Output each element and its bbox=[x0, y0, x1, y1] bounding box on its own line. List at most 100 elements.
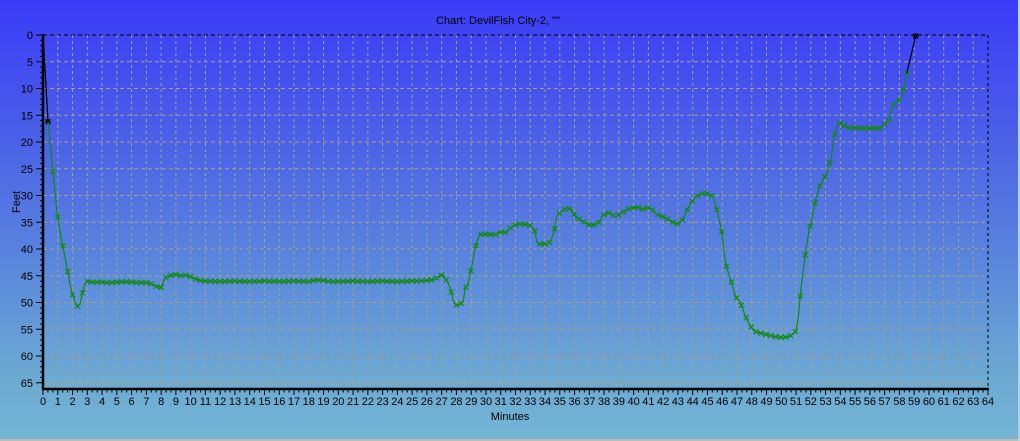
x-tick-label: 28 bbox=[450, 396, 462, 408]
sample-marker bbox=[620, 208, 627, 215]
x-tick-label: 22 bbox=[362, 396, 374, 408]
sample-marker bbox=[861, 125, 868, 132]
sample-marker bbox=[69, 291, 76, 298]
sample-marker bbox=[182, 272, 189, 279]
sample-marker bbox=[325, 278, 332, 285]
sample-marker bbox=[177, 272, 184, 279]
x-tick-label: 58 bbox=[893, 396, 905, 408]
sample-marker bbox=[394, 278, 401, 285]
x-tick-label: 26 bbox=[421, 396, 433, 408]
x-tick-label: 7 bbox=[143, 396, 149, 408]
sample-marker bbox=[340, 278, 346, 285]
sample-marker bbox=[546, 239, 553, 246]
x-tick-label: 0 bbox=[40, 396, 46, 408]
sample-marker bbox=[404, 278, 410, 285]
sample-marker bbox=[118, 278, 125, 285]
x-tick-label: 44 bbox=[687, 396, 699, 408]
sample-marker bbox=[271, 278, 278, 285]
x-tick-label: 39 bbox=[613, 396, 625, 408]
sample-marker bbox=[138, 279, 145, 286]
sample-marker bbox=[472, 242, 479, 249]
x-tick-label: 64 bbox=[982, 396, 994, 408]
y-tick-label: 15 bbox=[21, 110, 33, 122]
x-tick-label: 46 bbox=[716, 396, 728, 408]
window-bottom-edge bbox=[0, 439, 1020, 441]
sample-marker bbox=[807, 223, 814, 230]
x-tick-label: 18 bbox=[303, 396, 315, 408]
depth-profile-line bbox=[47, 72, 908, 338]
sample-marker bbox=[143, 279, 150, 286]
x-tick-label: 59 bbox=[908, 396, 920, 408]
sample-marker bbox=[384, 278, 391, 285]
sample-marker bbox=[281, 278, 287, 285]
x-tick-label: 51 bbox=[790, 396, 802, 408]
sample-marker bbox=[689, 198, 696, 205]
sample-marker bbox=[590, 221, 597, 228]
sample-marker bbox=[413, 278, 420, 284]
x-tick-label: 23 bbox=[376, 396, 388, 408]
sample-marker bbox=[202, 278, 209, 285]
sample-marker bbox=[330, 278, 337, 285]
x-tick-label: 41 bbox=[642, 396, 654, 408]
sample-marker bbox=[728, 279, 735, 286]
x-tick-label: 6 bbox=[129, 396, 135, 408]
sample-marker bbox=[512, 222, 519, 229]
sample-marker bbox=[713, 206, 720, 213]
sample-marker bbox=[79, 289, 86, 296]
sample-marker bbox=[684, 206, 691, 213]
sample-marker bbox=[349, 278, 356, 285]
sample-marker bbox=[492, 231, 499, 238]
sample-marker bbox=[123, 278, 130, 285]
window-right-edge bbox=[1018, 0, 1020, 441]
x-tick-label: 34 bbox=[539, 396, 551, 408]
y-tick-label: 35 bbox=[21, 217, 33, 229]
sample-marker bbox=[644, 204, 651, 211]
x-tick-label: 47 bbox=[731, 396, 743, 408]
sample-marker bbox=[128, 279, 135, 286]
sample-marker bbox=[831, 131, 838, 138]
sample-marker bbox=[64, 268, 71, 275]
sample-marker bbox=[261, 278, 268, 285]
sample-marker bbox=[851, 124, 858, 131]
sample-marker bbox=[59, 243, 66, 250]
sample-marker bbox=[635, 204, 641, 211]
x-tick-label: 33 bbox=[524, 396, 536, 408]
sample-marker bbox=[428, 276, 435, 283]
x-tick-label: 15 bbox=[258, 396, 270, 408]
x-tick-label: 5 bbox=[114, 396, 120, 408]
y-tick-label: 50 bbox=[21, 298, 33, 310]
x-tick-label: 52 bbox=[805, 396, 817, 408]
x-tick-label: 27 bbox=[436, 396, 448, 408]
y-tick-label: 60 bbox=[21, 351, 33, 363]
sample-marker bbox=[497, 229, 504, 236]
sample-marker bbox=[345, 278, 351, 285]
sample-marker bbox=[300, 278, 307, 285]
y-tick-label: 20 bbox=[21, 137, 33, 149]
sample-marker bbox=[207, 278, 214, 285]
sample-marker bbox=[408, 278, 415, 285]
y-tick-label: 10 bbox=[21, 84, 33, 96]
sample-marker bbox=[104, 279, 110, 286]
sample-marker bbox=[517, 220, 523, 227]
x-tick-label: 35 bbox=[554, 396, 566, 408]
sample-marker bbox=[153, 283, 160, 290]
sample-marker bbox=[109, 279, 115, 286]
sample-marker bbox=[443, 277, 450, 283]
sample-marker bbox=[467, 267, 474, 274]
sample-marker bbox=[438, 272, 445, 279]
x-tick-label: 20 bbox=[332, 396, 344, 408]
y-tick-label: 40 bbox=[21, 244, 33, 256]
sample-marker bbox=[379, 278, 386, 285]
y-tick-label: 5 bbox=[27, 57, 33, 69]
x-tick-label: 57 bbox=[879, 396, 891, 408]
x-tick-label: 37 bbox=[583, 396, 595, 408]
x-tick-label: 40 bbox=[628, 396, 640, 408]
sample-marker bbox=[197, 277, 204, 284]
sample-marker-star bbox=[912, 33, 919, 40]
x-tick-label: 43 bbox=[672, 396, 684, 408]
sample-marker bbox=[733, 294, 740, 301]
x-tick-label: 8 bbox=[158, 396, 164, 408]
sample-marker bbox=[826, 160, 833, 166]
